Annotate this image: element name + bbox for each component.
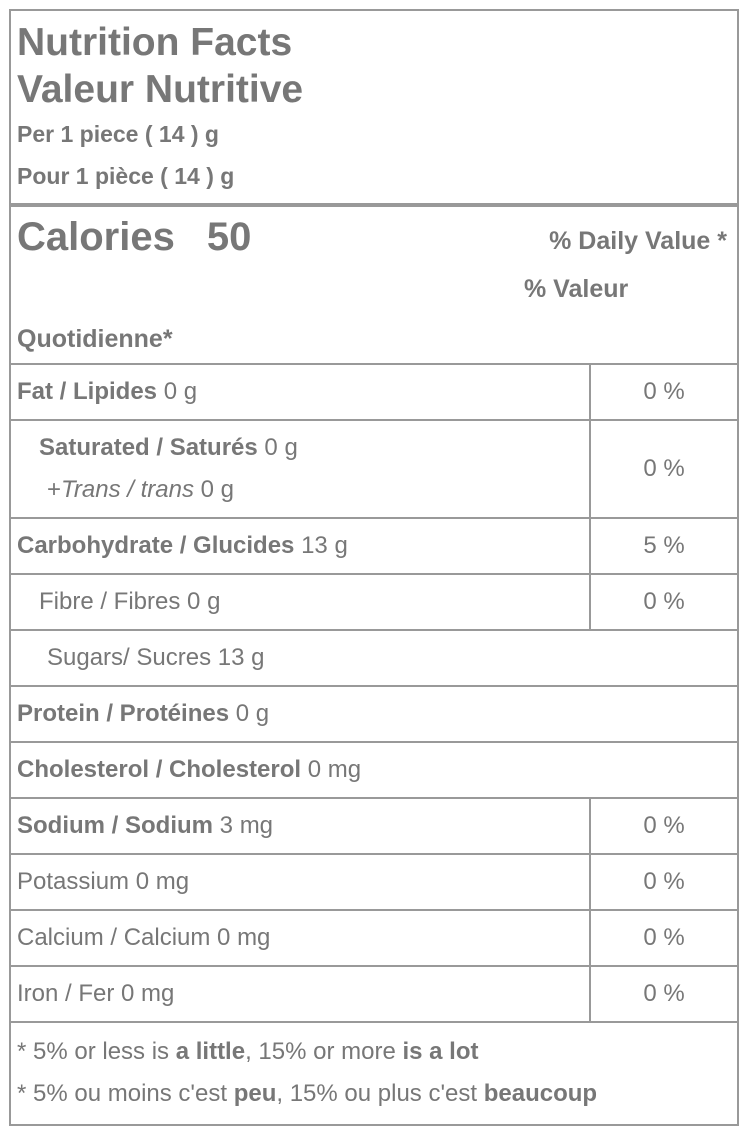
row-fibre: Fibre / Fibres 0 g 0 % [11, 575, 737, 631]
nutrient-label: Protein / Protéines [17, 700, 230, 727]
nutrient-label: Sugars/ Sucres [47, 644, 212, 671]
row-potassium: Potassium 0 mg 0 % [11, 855, 737, 911]
serving-en: Per 1 piece ( 14 ) g [17, 121, 219, 147]
footnote-text: * 5% or less is [17, 1038, 176, 1065]
row-protein: Protein / Protéines 0 g [11, 687, 737, 743]
row-calcium: Calcium / Calcium 0 mg 0 % [11, 911, 737, 967]
row-saturated-trans: Saturated / Saturés 0 g +Trans / trans 0… [11, 421, 737, 519]
nutrient-amount: 3 mg [219, 812, 274, 839]
footnote-text: * 5% ou moins c'est [17, 1080, 234, 1107]
row-cholesterol: Cholesterol / Cholesterol 0 mg [11, 743, 737, 799]
calories: Calories 50 [17, 215, 251, 260]
nutrient-label: Fibre / Fibres [39, 588, 181, 615]
daily-value-heading-fr-cont: Quotidienne* [17, 325, 173, 353]
trans-prefix: + [47, 476, 62, 503]
nutrient-amount: 0 mg [121, 980, 175, 1007]
row-fat: Fat / Lipides 0 g 0 % [11, 365, 737, 421]
daily-value-heading-en: % Daily Value * [549, 227, 727, 255]
nutrient-amount: 13 g [217, 644, 265, 671]
nutrient-label: Potassium [17, 868, 130, 895]
nutrient-dv: 0 % [589, 911, 737, 965]
nutrient-dv: 0 % [589, 575, 737, 629]
nutrient-amount: 0 mg [135, 868, 190, 895]
calories-label: Calories [17, 215, 175, 259]
nutrient-label: Iron / Fer [17, 980, 115, 1007]
footnote-fr: * 5% ou moins c'est peu, 15% ou plus c'e… [17, 1073, 737, 1115]
nutrient-amount: 13 g [301, 532, 348, 559]
footnote-text: , 15% ou plus c'est [276, 1080, 484, 1107]
footnote-text: , 15% or more [245, 1038, 403, 1065]
label-header: Nutrition Facts Valeur Nutritive Per 1 p… [11, 11, 737, 207]
title-fr: Valeur Nutritive [17, 68, 304, 111]
title-en: Nutrition Facts [17, 21, 293, 64]
nutrient-label: Sodium / Sodium [17, 812, 213, 839]
nutrient-label: Saturated / Saturés [39, 434, 258, 461]
row-carbohydrate: Carbohydrate / Glucides 13 g 5 % [11, 519, 737, 575]
nutrient-amount: 0 mg [217, 924, 271, 951]
footnote-en: * 5% or less is a little, 15% or more is… [17, 1031, 737, 1073]
row-iron: Iron / Fer 0 mg 0 % [11, 967, 737, 1023]
nutrient-dv: 0 % [589, 421, 737, 517]
nutrient-label: Calcium / Calcium [17, 924, 211, 951]
footnote: * 5% or less is a little, 15% or more is… [11, 1023, 737, 1115]
nutrient-amount: 0 g [235, 700, 270, 727]
trans-label: Trans / trans [61, 476, 194, 503]
nutrient-label: Fat / Lipides [17, 378, 158, 405]
footnote-bold: peu [233, 1080, 277, 1107]
calories-section: Calories 50 % Daily Value * % Valeur Quot… [11, 207, 737, 365]
nutrient-dv: 5 % [589, 519, 737, 573]
nutrient-amount: 0 g [264, 434, 298, 461]
nutrient-dv: 0 % [589, 855, 737, 909]
calories-value: 50 [206, 215, 252, 259]
nutrient-label: Cholesterol / Cholesterol [17, 756, 302, 783]
daily-value-heading-fr: % Valeur [524, 275, 629, 303]
trans-amount: 0 g [200, 476, 234, 503]
row-sodium: Sodium / Sodium 3 mg 0 % [11, 799, 737, 855]
serving-fr: Pour 1 pièce ( 14 ) g [17, 163, 235, 189]
footnote-bold: a little [175, 1038, 246, 1065]
nutrient-dv: 0 % [589, 799, 737, 853]
nutrition-facts-label: Nutrition Facts Valeur Nutritive Per 1 p… [9, 9, 739, 1126]
row-sugars: Sugars/ Sucres 13 g [11, 631, 737, 687]
nutrient-amount: 0 mg [307, 756, 362, 783]
nutrient-dv: 0 % [589, 365, 737, 419]
nutrient-amount: 0 g [187, 588, 221, 615]
nutrient-label: Carbohydrate / Glucides [17, 532, 295, 559]
footnote-bold: beaucoup [483, 1080, 598, 1107]
footnote-bold: is a lot [402, 1038, 479, 1065]
nutrient-dv: 0 % [589, 967, 737, 1021]
nutrient-amount: 0 g [163, 378, 198, 405]
